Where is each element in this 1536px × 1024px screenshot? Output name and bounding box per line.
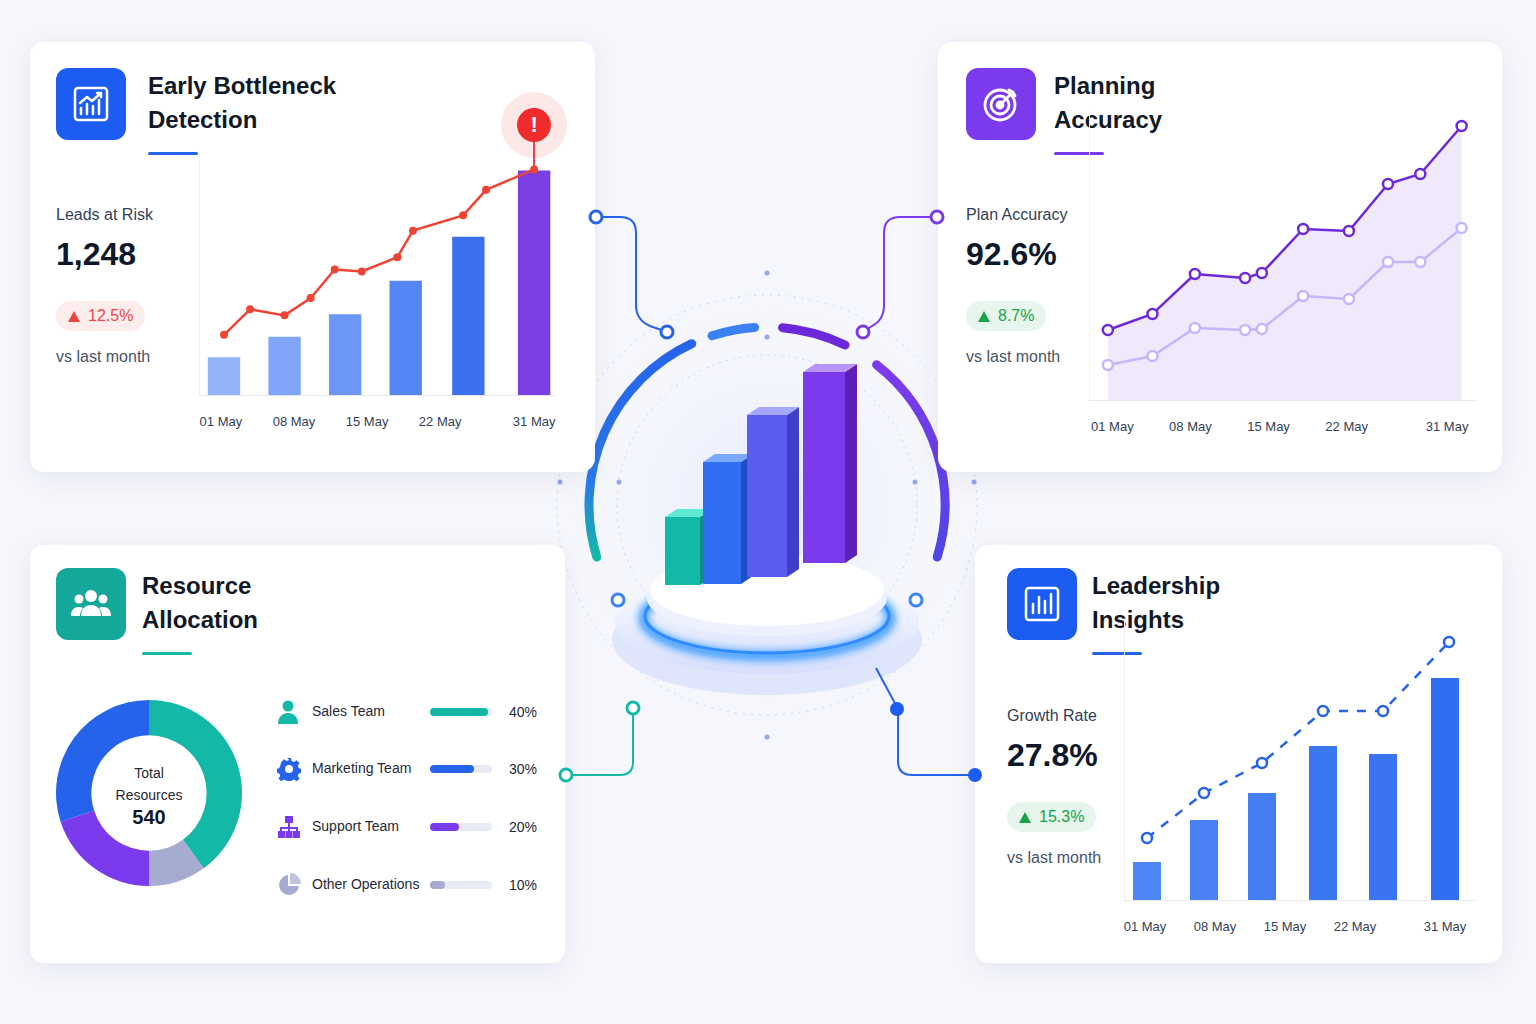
html-text:Support Team: Support Team xyxy=(312,818,399,834)
html-text:vs last month: vs last month xyxy=(1007,849,1102,866)
html-text:Other Operations: Other Operations xyxy=(312,876,420,892)
svg-text:08 May: 08 May xyxy=(273,414,316,429)
svg-text:01 May: 01 May xyxy=(1091,419,1134,434)
html-text:vs last month: vs last month xyxy=(56,348,151,365)
html-text:Marketing Team: Marketing Team xyxy=(312,760,412,776)
svg-text:22 May: 22 May xyxy=(1334,919,1377,934)
html-text:Leadership Insights: Leadership Insights xyxy=(1092,572,1220,633)
svg-text:15 May: 15 May xyxy=(1247,419,1290,434)
html-text:Total Resources: Total Resources xyxy=(115,765,183,803)
svg-text:22 May: 22 May xyxy=(1325,419,1368,434)
html-text:Early Bottleneck Detection: Early Bottleneck Detection xyxy=(148,72,337,133)
html-text:Plan Accuracy: Plan Accuracy xyxy=(966,206,1068,223)
svg-text:15 May: 15 May xyxy=(1264,919,1307,934)
html-text:20%: 20% xyxy=(509,819,537,835)
svg-text:31 May: 31 May xyxy=(1426,419,1469,434)
html-text:Sales Team: Sales Team xyxy=(312,703,385,719)
html-text:92.6%: 92.6% xyxy=(966,236,1057,272)
html-text:Resource Allocation: Resource Allocation xyxy=(142,572,258,633)
html-text:15.3%: 15.3% xyxy=(1039,808,1085,825)
html-text:40%: 40% xyxy=(509,704,537,720)
svg-text:08 May: 08 May xyxy=(1169,419,1212,434)
html-text:Planning Accuracy: Planning Accuracy xyxy=(1054,72,1163,133)
html-text:12.5%: 12.5% xyxy=(88,307,134,324)
svg-text:15 May: 15 May xyxy=(346,414,389,429)
svg-text:22 May: 22 May xyxy=(419,414,462,429)
html-text:30%: 30% xyxy=(509,761,537,777)
svg-text:01 May: 01 May xyxy=(1124,919,1167,934)
svg-text:31 May: 31 May xyxy=(513,414,556,429)
svg-text:01 May: 01 May xyxy=(200,414,243,429)
html-text:vs last month: vs last month xyxy=(966,348,1061,365)
html-text:10%: 10% xyxy=(509,877,537,893)
html-text:540: 540 xyxy=(132,806,166,828)
svg-text:08 May: 08 May xyxy=(1194,919,1237,934)
html-text:27.8%: 27.8% xyxy=(1007,737,1098,773)
html-text:Leads at Risk: Leads at Risk xyxy=(56,206,153,223)
html-text:8.7%: 8.7% xyxy=(998,307,1035,324)
html-text:1,248: 1,248 xyxy=(56,236,137,272)
svg-text:31 May: 31 May xyxy=(1424,919,1467,934)
html-text:Growth Rate: Growth Rate xyxy=(1007,707,1097,724)
